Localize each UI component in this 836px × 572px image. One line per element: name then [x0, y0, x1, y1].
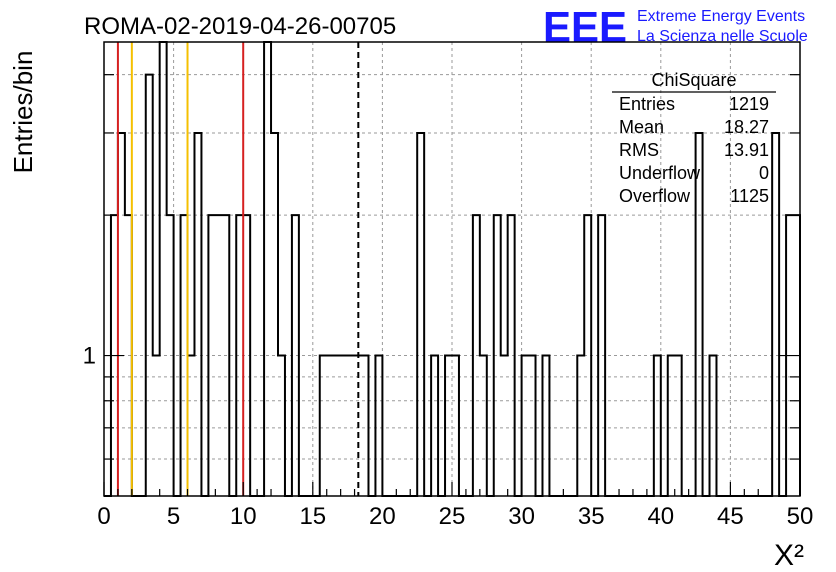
x-tick-label: 0 — [97, 503, 110, 530]
histogram-bin — [529, 356, 536, 496]
eee-logo-mark: EEE — [543, 3, 627, 52]
histogram-bin — [417, 133, 424, 496]
histogram-bin — [654, 356, 661, 496]
x-tick-label: 30 — [508, 503, 535, 530]
stats-label-entries: Entries — [619, 94, 675, 114]
histogram-bin — [494, 215, 501, 496]
histogram-bin — [348, 356, 355, 496]
histogram-bin — [320, 356, 327, 496]
stats-label-overflow: Overflow — [619, 186, 691, 206]
y-axis-label: Entries/bin — [8, 51, 38, 174]
stats-label-underflow: Underflow — [619, 163, 701, 183]
x-tick-label: 45 — [717, 503, 744, 530]
histogram-bin — [668, 356, 675, 496]
stats-title: ChiSquare — [651, 70, 736, 90]
x-tick-label: 10 — [230, 503, 257, 530]
x-tick-label: 5 — [167, 503, 180, 530]
histogram-bin — [696, 133, 703, 496]
stats-value-mean: 18.27 — [724, 117, 769, 137]
stats-value-entries: 1219 — [729, 94, 769, 114]
eee-logo-line1: Extreme Energy Events — [637, 8, 805, 25]
histogram-bin — [181, 215, 188, 496]
histogram-bin — [264, 42, 271, 496]
stats-label-mean: Mean — [619, 117, 664, 137]
y-axis-ticks: 1 — [83, 74, 800, 460]
histogram-bin — [153, 356, 160, 496]
histogram-bin — [292, 215, 299, 496]
histogram-bin — [508, 215, 515, 496]
histogram-bin — [452, 356, 459, 496]
histogram-outline — [104, 41, 801, 497]
histogram-bin — [375, 356, 382, 496]
x-tick-label: 15 — [299, 503, 326, 530]
histogram-bin — [431, 356, 438, 496]
eee-logo-line2: La Scienza nelle Scuole — [637, 28, 808, 45]
histogram-bars — [104, 41, 801, 497]
histogram-bin — [522, 356, 529, 496]
histogram-bin — [278, 356, 285, 496]
histogram-bin — [584, 215, 591, 496]
histogram-bin — [208, 215, 215, 496]
histogram-bin — [480, 356, 487, 496]
histogram-bin — [542, 356, 549, 496]
histogram-bin — [271, 133, 278, 496]
histogram-bin — [243, 215, 250, 496]
histogram-bin — [146, 75, 153, 496]
eee-logo: EEE Extreme Energy Events La Scienza nel… — [543, 3, 808, 52]
x-tick-label: 25 — [439, 503, 466, 530]
histogram-bin — [710, 356, 717, 496]
histogram-bin — [236, 215, 243, 496]
x-axis-ticks: 0 5 10 15 20 25 30 35 40 45 50 — [97, 482, 813, 530]
x-tick-label: 35 — [578, 503, 605, 530]
histogram-bin — [675, 356, 682, 496]
histogram-bin — [362, 356, 369, 496]
histogram-bin — [327, 356, 334, 496]
histogram-bin — [341, 356, 348, 496]
stats-value-underflow: 0 — [759, 163, 769, 183]
histogram-bin — [577, 356, 584, 496]
x-tick-label: 20 — [369, 503, 396, 530]
x-tick-label: 40 — [647, 503, 674, 530]
histogram-bin — [167, 215, 174, 496]
chart-title: ROMA-02-2019-04-26-00705 — [84, 13, 396, 40]
stats-value-overflow: 1125 — [730, 186, 769, 206]
y-tick-label: 1 — [83, 343, 96, 370]
histogram-bin — [501, 356, 508, 496]
histogram-bin — [598, 215, 605, 496]
histogram-bin — [160, 42, 167, 496]
histogram-bin — [194, 133, 201, 496]
histogram-bin — [222, 215, 229, 496]
stats-label-rms: RMS — [619, 140, 659, 160]
histogram-bin — [445, 356, 452, 496]
x-tick-label: 50 — [787, 503, 814, 530]
histogram-bin — [215, 215, 222, 496]
histogram-bin — [473, 215, 480, 496]
histogram-bin — [772, 133, 779, 496]
histogram-bin — [118, 133, 125, 496]
histogram-bin — [125, 215, 132, 496]
histogram-bin — [334, 356, 341, 496]
stats-box: ChiSquare Entries 1219 Mean 18.27 RMS 13… — [612, 70, 776, 206]
histogram-bin — [188, 356, 195, 496]
marker-lines — [116, 42, 360, 496]
stats-value-rms: 13.91 — [724, 140, 769, 160]
x-axis-label: X² — [774, 539, 804, 572]
